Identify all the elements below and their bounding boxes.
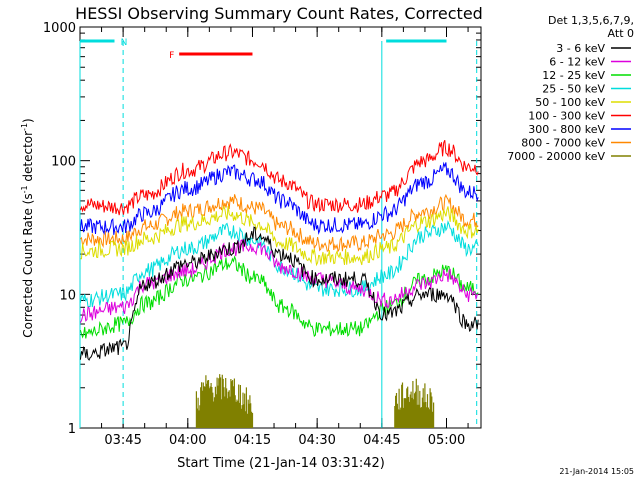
legend-entry-label: 25 - 50 keV [542, 83, 605, 96]
series-line [79, 238, 479, 324]
x-tick-label: 04:15 [234, 433, 271, 448]
y-axis-ticks: 1 10 100 1000 [43, 21, 481, 437]
x-tick-label: 05:00 [428, 433, 465, 448]
legend-entry-label: 800 - 7000 keV [521, 137, 605, 150]
y-tick-label: 1000 [43, 21, 76, 36]
flag-label: F [169, 51, 174, 61]
series-burst [394, 378, 435, 428]
plot-frame [79, 26, 482, 429]
chart-marks: NF [79, 38, 479, 428]
series-line [80, 193, 479, 253]
y-tick-label: 10 [59, 288, 76, 303]
series-line [79, 226, 479, 361]
legend-entry-label: 100 - 300 keV [528, 110, 605, 123]
series-line [79, 140, 479, 216]
y-tick-label: 1 [68, 422, 76, 437]
series-line [79, 220, 479, 308]
legend-entry-label: 3 - 6 keV [556, 42, 605, 55]
legend-header: Det 1,3,5,6,7,9, [548, 14, 634, 27]
series-line [80, 205, 479, 267]
series-line [79, 255, 479, 339]
legend-entry-label: 300 - 800 keV [528, 123, 605, 136]
x-axis-ticks: 03:45 04:00 04:15 04:30 04:45 05:00 [79, 27, 469, 448]
x-tick-label: 04:00 [169, 433, 206, 448]
y-tick-label: 100 [51, 155, 76, 170]
date-stamp: 21-Jan-2014 15:05 [559, 467, 634, 476]
legend-header: Att 0 [608, 27, 634, 40]
series-line [79, 161, 479, 236]
legend-entry-label: 6 - 12 keV [549, 56, 605, 69]
series-burst [195, 374, 254, 428]
legend-entry-label: 7000 - 20000 keV [507, 150, 605, 163]
flag-label: N [121, 38, 128, 48]
chart-title: HESSI Observing Summary Count Rates, Cor… [75, 4, 483, 23]
y-axis-label: Corrected Count Rate (s-1 detector-1) [20, 118, 35, 337]
plot-axes [79, 26, 482, 429]
legend-entry-label: 50 - 100 keV [535, 96, 605, 109]
x-tick-label: 04:45 [363, 433, 400, 448]
x-tick-label: 04:30 [298, 433, 335, 448]
x-tick-label: 03:45 [104, 433, 141, 448]
legend-entry-label: 12 - 25 keV [542, 69, 605, 82]
x-axis-label: Start Time (21-Jan-14 03:31:42) [177, 456, 385, 471]
